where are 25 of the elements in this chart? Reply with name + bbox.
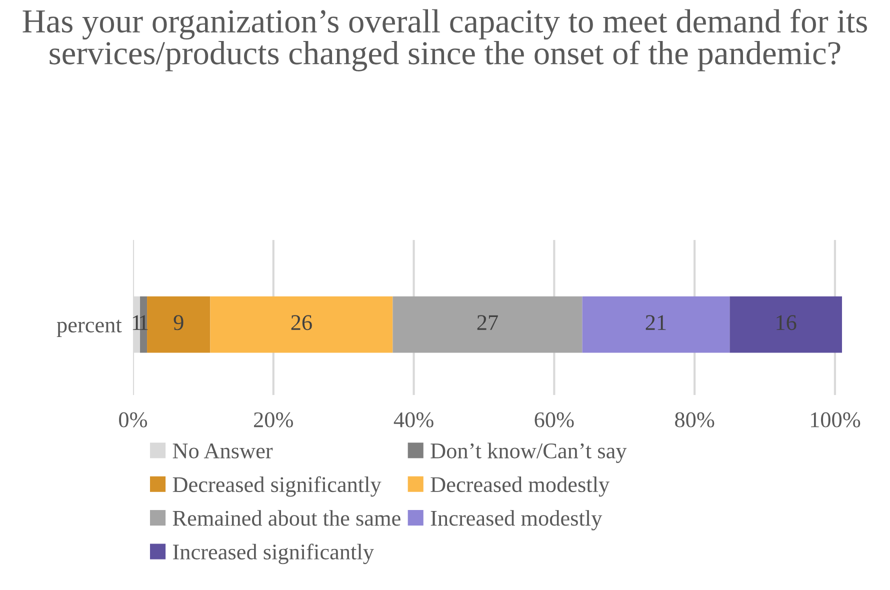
x-tick-label: 80% [675, 412, 714, 428]
x-tick-label: 0% [119, 412, 148, 428]
data-label: 21 [646, 315, 666, 330]
data-label: 26 [291, 315, 312, 330]
x-tick-label: 20% [254, 412, 294, 428]
data-label: 16 [776, 315, 796, 330]
y-tick-label: percent [56, 320, 122, 337]
bar [392, 296, 582, 353]
data-label: 9 [174, 315, 184, 330]
legend-label: Increased modestly [430, 510, 602, 530]
legend-label: Decreased significantly [172, 476, 382, 497]
x-tick-label: 100% [811, 412, 860, 428]
data-label: 27 [477, 315, 498, 330]
x-tick-label: 60% [534, 412, 574, 428]
x-tick-label: 40% [394, 412, 434, 428]
chart-title: Has your organization’s overall capacity to meet demand for its services/products changed since the onset of the pandemic? [22, 8, 867, 72]
legend-label: Don’t know/Can’t say [430, 442, 627, 463]
bar [582, 296, 730, 353]
legend-label: Remained about the same [172, 510, 400, 526]
bar [730, 296, 842, 353]
legend-label: Decreased modestly [430, 476, 610, 497]
bar [147, 296, 210, 353]
bar [210, 296, 393, 353]
legend-label: Increased significantly [173, 544, 374, 564]
legend-label: No Answer [172, 444, 273, 458]
